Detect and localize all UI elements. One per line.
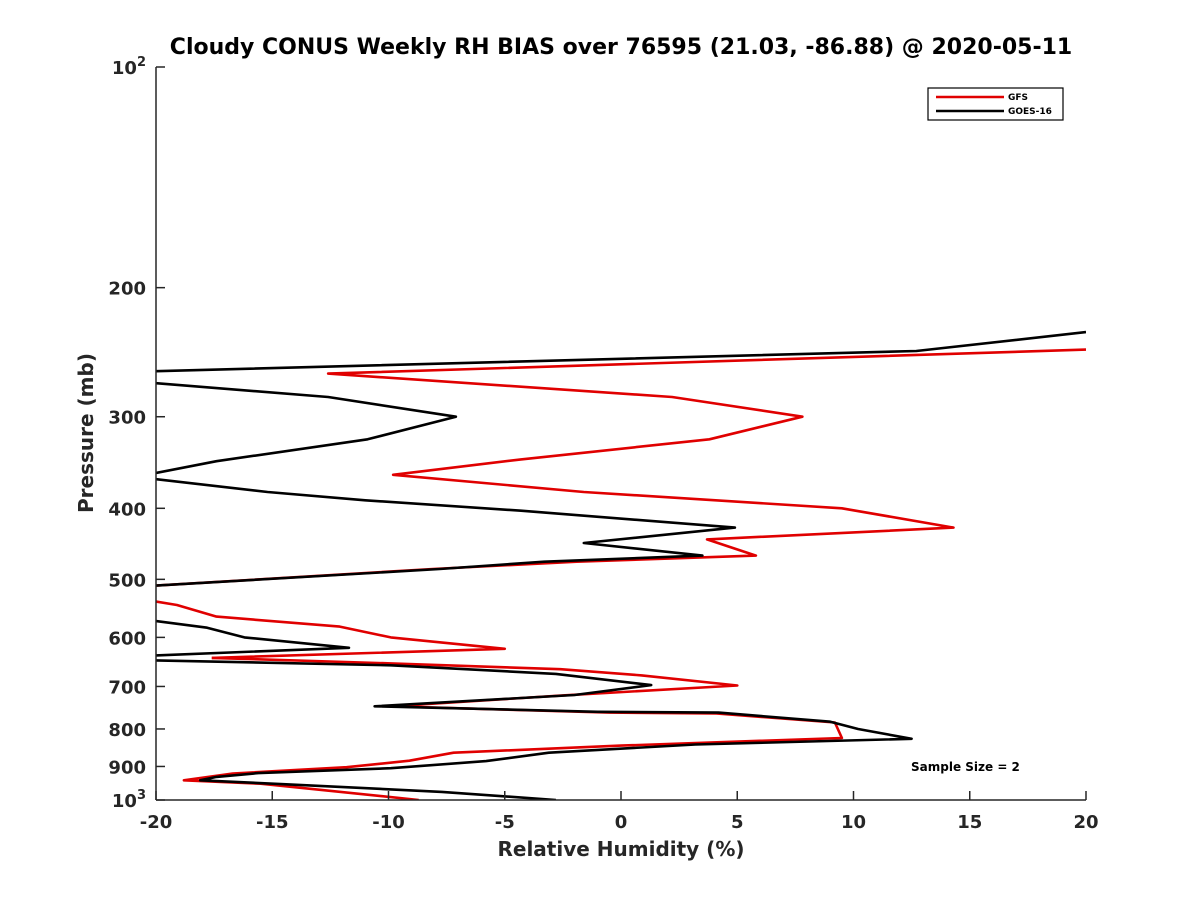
y-tick-label: 200 xyxy=(108,279,146,300)
y-tick-label: 900 xyxy=(108,757,146,778)
x-tick-label: -20 xyxy=(140,812,173,833)
x-tick-group: -20 -15 -10 -5 0 5 10 15 20 xyxy=(140,791,1099,833)
y-tick-label: 500 xyxy=(108,570,146,591)
y-tick-label: 600 xyxy=(108,628,146,649)
x-tick-label: 5 xyxy=(731,812,744,833)
y-tick-label: 102 xyxy=(112,55,146,79)
x-tick-label: -10 xyxy=(372,812,405,833)
y-tick-label: 800 xyxy=(108,720,146,741)
y-tick-label: 700 xyxy=(108,677,146,698)
x-tick-label: -5 xyxy=(495,812,515,833)
series-line-goes16-segment-2 xyxy=(156,381,458,475)
legend: GFS GOES-16 xyxy=(927,87,1064,121)
x-tick-label: 15 xyxy=(957,812,982,833)
x-tick-label: 20 xyxy=(1073,812,1098,833)
legend-label-gfs: GFS xyxy=(1008,93,1028,103)
y-tick-base: 10 xyxy=(112,58,137,79)
x-tick-label: 10 xyxy=(841,812,866,833)
x-axis-label: Relative Humidity (%) xyxy=(497,837,744,861)
y-tick-label: 103 xyxy=(112,788,146,812)
series-line-gfs-segment-2 xyxy=(156,600,507,660)
plot-area xyxy=(156,67,1086,800)
y-tick-base: 10 xyxy=(112,791,137,812)
y-tick-exponent: 2 xyxy=(137,55,146,70)
series-line-gfs-segment-1 xyxy=(156,348,1086,587)
series-line-goes16-segment-1 xyxy=(156,330,1086,373)
x-tick-label: -15 xyxy=(256,812,289,833)
y-axis-label: Pressure (mb) xyxy=(74,353,98,513)
series-line-goes16-segment-4 xyxy=(156,619,351,657)
series-layer xyxy=(156,330,1086,800)
legend-label-goes16: GOES-16 xyxy=(1008,107,1052,117)
y-tick-label: 400 xyxy=(108,499,146,520)
y-tick-exponent: 3 xyxy=(137,788,146,803)
legend-box xyxy=(927,87,1064,121)
chart-title: Cloudy CONUS Weekly RH BIAS over 76595 (… xyxy=(170,35,1072,60)
y-tick-label: 300 xyxy=(108,408,146,429)
x-tick-label: 0 xyxy=(615,812,628,833)
series-line-goes16-segment-3 xyxy=(156,477,737,587)
sample-size-annotation: Sample Size = 2 xyxy=(911,760,1020,774)
series-line-goes16-segment-5 xyxy=(156,659,913,800)
